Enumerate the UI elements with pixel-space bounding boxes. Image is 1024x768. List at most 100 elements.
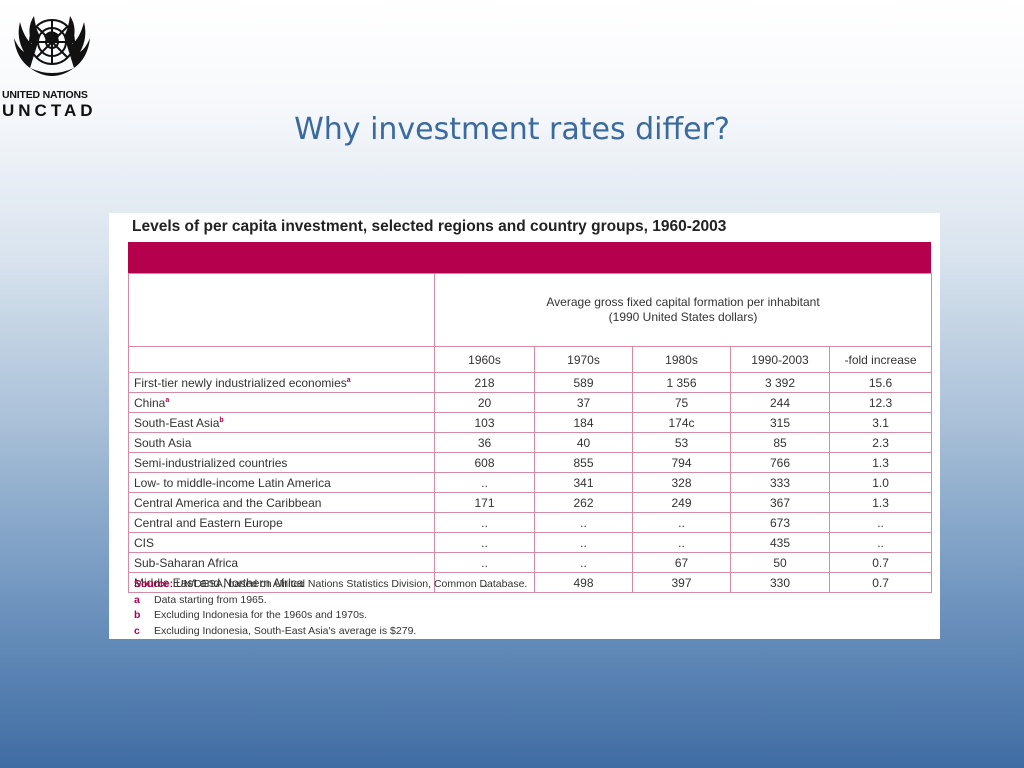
row-label: South-East Asia — [134, 415, 220, 430]
value-cell: 333 — [730, 472, 830, 493]
value-cell: .. — [828, 512, 933, 533]
footnote: a Data starting from 1965. — [134, 593, 527, 609]
row-label: Low- to middle-income Latin America — [134, 475, 331, 490]
table-row: Semi-industrialized countries 608 855 794 76… — [128, 452, 933, 473]
super-header-line-2: (1990 United States dollars) — [608, 310, 758, 324]
value-cell: 12.3 — [828, 392, 933, 413]
value-cell: .. — [434, 512, 535, 533]
row-label-cell: CIS — [128, 532, 435, 553]
footnote: b Excluding Indonesia for the 1960s and 1… — [134, 608, 527, 624]
value-cell: 328 — [632, 472, 731, 493]
footnote-key: b — [134, 609, 141, 621]
column-header: 1970s — [534, 346, 633, 373]
super-header-row: Average gross fixed capital formation pe… — [128, 273, 933, 347]
value-cell: 50 — [730, 552, 830, 573]
row-label-cell: South-East Asiab — [128, 412, 435, 433]
footnote: c Excluding Indonesia, South-East Asia's … — [134, 624, 527, 640]
value-cell: 0.7 — [828, 552, 933, 573]
table-row: CIS...... 435.. — [128, 532, 933, 553]
value-cell: 37 — [534, 392, 633, 413]
footnote-text: Data starting from 1965. — [154, 593, 267, 606]
value-cell: 608 — [434, 452, 535, 473]
value-cell: 1.3 — [828, 452, 933, 473]
value-cell: 75 — [632, 392, 731, 413]
un-emblem-icon — [14, 16, 90, 76]
row-label: China — [134, 395, 166, 410]
super-header-line-1: Average gross fixed capital formation pe… — [546, 295, 820, 309]
value-cell: .. — [434, 472, 535, 493]
footnote-key: a — [134, 593, 140, 606]
value-cell: 53 — [632, 432, 731, 453]
table-row: Central and Eastern Europe...... 673.. — [128, 512, 933, 533]
table-row: First-tier newly industrialized economie… — [128, 372, 933, 393]
value-cell: 3 392 — [730, 372, 830, 393]
value-cell: .. — [534, 532, 633, 553]
slide-title: Why investment rates differ? — [294, 112, 730, 147]
value-cell: 171 — [434, 492, 535, 513]
table-row: Chinaa 20 37 75 244 12.3 — [128, 392, 933, 413]
stub-header-cell — [128, 273, 435, 347]
value-cell: 367 — [730, 492, 830, 513]
table-figure: Levels of per capita investment, selecte… — [109, 213, 940, 639]
value-cell: 103 — [434, 412, 535, 433]
value-cell: 341 — [534, 472, 633, 493]
logo-line-2: UNCTAD — [2, 101, 97, 120]
value-cell: 3.1 — [828, 412, 933, 433]
table-title: Levels of per capita investment, selecte… — [132, 218, 727, 235]
row-label-cell: First-tier newly industrialized economie… — [128, 372, 435, 393]
table-row: Low- to middle-income Latin America.. 341… — [128, 472, 933, 493]
value-cell: 498 — [534, 572, 633, 593]
value-cell: 174c — [632, 412, 731, 433]
value-cell: 315 — [730, 412, 830, 433]
value-cell: 67 — [632, 552, 731, 573]
row-label: South Asia — [134, 435, 192, 450]
value-cell: 673 — [730, 512, 830, 533]
column-header: -fold increase — [828, 346, 933, 373]
value-cell: 85 — [730, 432, 830, 453]
row-label-cell: Central and Eastern Europe — [128, 512, 435, 533]
row-label-cell: Central America and the Caribbean — [128, 492, 435, 513]
row-label: Central and Eastern Europe — [134, 515, 283, 530]
footnote-key: c — [134, 624, 140, 637]
data-table: Average gross fixed capital formation pe… — [128, 273, 933, 593]
stub-header-cell — [128, 346, 435, 373]
column-header: 1990-2003 — [730, 346, 830, 373]
row-label-cell: South Asia — [128, 432, 435, 453]
row-label-cell: Chinaa — [128, 392, 435, 413]
value-cell: 36 — [434, 432, 535, 453]
table-row: Sub-Saharan Africa.... 67 50 0.7 — [128, 552, 933, 573]
value-cell: .. — [434, 552, 535, 573]
value-cell: 0.7 — [828, 572, 933, 593]
value-cell: 2.3 — [828, 432, 933, 453]
un-logo: UNITED NATIONS UNCTAD — [2, 0, 102, 126]
value-cell: 249 — [632, 492, 731, 513]
row-label-cell: Middle East and Northern Africa — [128, 572, 435, 593]
column-header: 1960s — [434, 346, 535, 373]
footnote-text: Excluding Indonesia for the 1960s and 19… — [154, 609, 368, 621]
column-header: 1980s — [632, 346, 731, 373]
table-row: South-East Asiab 103 184 174c 315 3.1 — [128, 412, 933, 433]
value-cell: 218 — [434, 372, 535, 393]
value-cell: .. — [632, 532, 731, 553]
value-cell: 262 — [534, 492, 633, 513]
value-cell: 330 — [730, 572, 830, 593]
value-cell: 244 — [730, 392, 830, 413]
super-header-cell: Average gross fixed capital formation pe… — [433, 273, 933, 347]
table-header-band — [128, 242, 931, 273]
table-row: Central America and the Caribbean 171 262 2… — [128, 492, 933, 513]
row-label: Semi-industrialized countries — [134, 455, 288, 470]
value-cell: 1 356 — [632, 372, 731, 393]
row-label: First-tier newly industrialized economie… — [134, 375, 347, 390]
row-label: Central America and the Caribbean — [134, 495, 322, 510]
value-cell: 855 — [534, 452, 633, 473]
value-cell: 15.6 — [828, 372, 933, 393]
footnote-marker: a — [165, 396, 170, 404]
table-row: South Asia 36 40 53 85 2.3 — [128, 432, 933, 453]
value-cell: 589 — [534, 372, 633, 393]
value-cell: 20 — [434, 392, 535, 413]
value-cell: 397 — [632, 572, 731, 593]
value-cell: 1.0 — [828, 472, 933, 493]
row-label: Sub-Saharan Africa — [134, 555, 239, 570]
source-line: Source: UN/DESA, based on United Nations… — [134, 577, 527, 593]
value-cell: .. — [534, 512, 633, 533]
